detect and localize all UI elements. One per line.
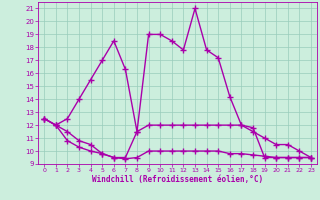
X-axis label: Windchill (Refroidissement éolien,°C): Windchill (Refroidissement éolien,°C) xyxy=(92,175,263,184)
